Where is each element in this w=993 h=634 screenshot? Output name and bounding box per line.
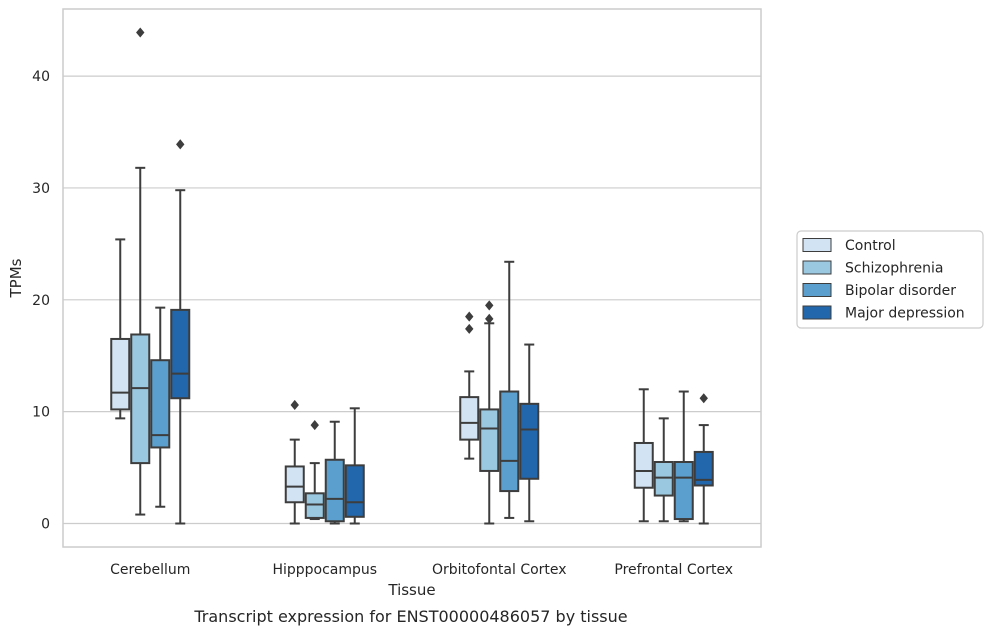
x-tick-label: Hipppocampus — [272, 562, 377, 578]
box-control — [633, 388, 654, 523]
legend-swatch — [802, 238, 832, 252]
legend-label: Major depression — [845, 306, 965, 322]
y-tick-label: 0 — [41, 517, 50, 533]
grid-lines — [63, 75, 761, 525]
y-axis-title: TPMs — [7, 258, 25, 298]
box-control — [110, 238, 131, 420]
legend-swatch — [802, 260, 832, 275]
box-control — [459, 311, 480, 460]
outlier-point — [699, 393, 708, 404]
box-iqr — [459, 396, 480, 441]
box-major-depression — [693, 393, 714, 525]
x-tick-label: Orbitofontal Cortex — [432, 562, 567, 578]
box-iqr — [324, 458, 345, 523]
y-tick-labels: 0 10 20 30 40 — [32, 69, 50, 532]
box-iqr — [479, 408, 500, 472]
box-major-depression — [344, 407, 365, 525]
y-tick-label: 30 — [32, 181, 50, 197]
legend-label: Schizophrenia — [845, 261, 943, 277]
outlier-point — [136, 27, 145, 38]
box-iqr — [519, 402, 540, 480]
y-tick-label: 20 — [32, 293, 50, 309]
legend-frame — [796, 230, 984, 329]
plot-frame — [62, 8, 762, 548]
x-tick-labels: Cerebellum Hipppocampus Orbitofontal Corte… — [110, 562, 733, 578]
box-major-depression — [519, 343, 540, 523]
outlier-point — [485, 300, 494, 311]
x-tick-label: Cerebellum — [110, 562, 190, 578]
box-iqr — [633, 441, 654, 489]
box-major-depression — [170, 139, 191, 525]
box-iqr — [499, 390, 520, 493]
x-tick-label: Prefrontal Cortex — [614, 562, 733, 578]
box-bipolar-disorder — [673, 390, 694, 523]
box-schizophrenia — [479, 300, 500, 525]
legend-label: Bipolar disorder — [845, 283, 956, 299]
box-bipolar-disorder — [499, 260, 520, 519]
legend-label: Control — [845, 238, 896, 254]
box-bipolar-disorder — [324, 420, 345, 525]
box-iqr — [673, 460, 694, 521]
box-iqr — [150, 359, 171, 449]
legend: Control Schizophrenia Bipolar disorder Majo… — [796, 230, 984, 329]
boxes — [110, 27, 714, 525]
outlier-point — [485, 313, 494, 324]
box-iqr — [170, 308, 191, 400]
box-iqr — [344, 464, 365, 518]
box-iqr — [110, 337, 131, 411]
box-iqr — [304, 492, 325, 519]
box-bipolar-disorder — [150, 306, 171, 508]
outlier-point — [176, 139, 185, 150]
box-schizophrenia — [130, 27, 151, 516]
outlier-point — [290, 399, 299, 410]
outlier-point — [465, 323, 474, 334]
y-tick-label: 10 — [32, 405, 50, 421]
box-iqr — [130, 333, 151, 465]
legend-swatch — [802, 283, 832, 297]
y-tick-label: 40 — [32, 69, 50, 85]
box-iqr — [693, 450, 714, 487]
box-control — [284, 399, 305, 525]
box-schizophrenia — [653, 417, 674, 523]
outlier-point — [465, 311, 474, 322]
box-iqr — [284, 465, 305, 504]
outlier-point — [310, 420, 319, 431]
legend-swatch — [802, 305, 832, 320]
chart-caption: Transcript expression for ENST0000048605… — [193, 607, 627, 626]
x-axis-title: Tissue — [387, 581, 435, 599]
box-iqr — [653, 460, 674, 497]
box-schizophrenia — [304, 420, 325, 521]
